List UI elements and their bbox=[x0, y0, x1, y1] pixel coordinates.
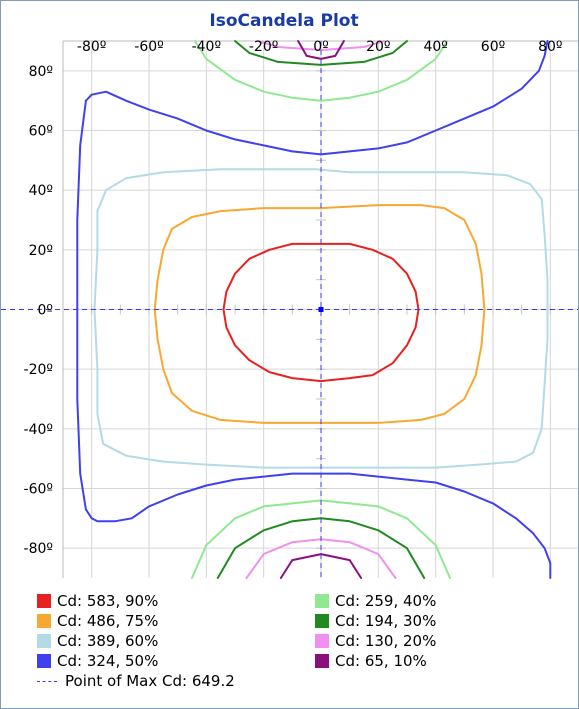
legend-label: Point of Max Cd: 649.2 bbox=[65, 672, 235, 690]
y-tick-label: -20º bbox=[24, 362, 53, 378]
x-tick-label: -80º bbox=[77, 39, 106, 55]
legend-swatch bbox=[315, 594, 329, 608]
x-tick-label: 20º bbox=[366, 39, 390, 55]
contour-line bbox=[193, 40, 449, 102]
legend-label: Cd: 324, 50% bbox=[57, 652, 159, 670]
contour-line bbox=[90, 472, 552, 579]
max-point-markers bbox=[1, 41, 578, 578]
legend-item-75: Cd: 486, 75% bbox=[37, 611, 158, 631]
legend-label: Cd: 389, 60% bbox=[57, 632, 159, 650]
legend-item-20: Cd: 130, 20% bbox=[315, 631, 436, 651]
contour-line bbox=[93, 168, 549, 469]
legend-item-30: Cd: 194, 30% bbox=[315, 611, 436, 631]
legend-label: Cd: 130, 20% bbox=[335, 632, 437, 650]
max-point-marker bbox=[318, 307, 324, 312]
legend-item-40: Cd: 259, 40% bbox=[315, 591, 436, 611]
legend-item-max-point: Point of Max Cd: 649.2 bbox=[37, 671, 235, 691]
x-tick-label: 40º bbox=[423, 39, 447, 55]
legend-label: Cd: 259, 40% bbox=[335, 592, 437, 610]
contour-line bbox=[222, 242, 420, 383]
legend-swatch bbox=[37, 614, 51, 628]
legend-item-50: Cd: 324, 50% bbox=[37, 651, 158, 671]
legend-swatch bbox=[37, 634, 51, 648]
y-tick-label: -60º bbox=[24, 482, 53, 498]
legend-swatch bbox=[37, 654, 51, 668]
chart-title: IsoCandela Plot bbox=[209, 11, 358, 31]
x-tick-label: -40º bbox=[192, 39, 221, 55]
legend-label: Cd: 65, 10% bbox=[335, 652, 427, 670]
contour-line bbox=[234, 40, 408, 66]
x-tick-label: 60º bbox=[481, 39, 505, 55]
legend-item-90: Cd: 583, 90% bbox=[37, 591, 158, 611]
legend-item-60: Cd: 389, 60% bbox=[37, 631, 158, 651]
contour-line bbox=[84, 40, 549, 156]
legend-swatch bbox=[315, 654, 329, 668]
y-tick-label: -80º bbox=[24, 541, 53, 557]
dashed-line-icon bbox=[37, 680, 57, 682]
x-tick-label: -60º bbox=[134, 39, 163, 55]
x-tick-label: 0º bbox=[313, 39, 329, 55]
isocandela-plot: IsoCandela Plot -80º -60º -40º -20º 0º 20º 40º… bbox=[1, 11, 578, 579]
legend-swatch bbox=[37, 594, 51, 608]
tick-labels: -80º -60º -40º -20º 0º 20º 40º 60º 80º 80º 60º 40º 2… bbox=[24, 39, 563, 557]
y-tick-label: 60º bbox=[29, 124, 53, 140]
y-tick-label: -40º bbox=[24, 422, 53, 438]
contour-line bbox=[76, 99, 93, 520]
y-tick-label: 20º bbox=[29, 243, 53, 259]
x-tick-label: -20º bbox=[249, 39, 278, 55]
legend-label: Cd: 194, 30% bbox=[335, 612, 437, 630]
x-tick-label: 80º bbox=[538, 39, 562, 55]
legend-swatch bbox=[315, 634, 329, 648]
legend-label: Cd: 486, 75% bbox=[57, 612, 159, 630]
legend-swatch bbox=[315, 614, 329, 628]
legend-label: Cd: 583, 90% bbox=[57, 592, 159, 610]
y-tick-label: 0º bbox=[37, 303, 53, 319]
contour-line bbox=[297, 40, 345, 60]
y-tick-label: 80º bbox=[29, 64, 53, 80]
contour-line bbox=[153, 204, 486, 424]
y-tick-label: 40º bbox=[29, 183, 53, 199]
legend-item-10: Cd: 65, 10% bbox=[315, 651, 427, 671]
